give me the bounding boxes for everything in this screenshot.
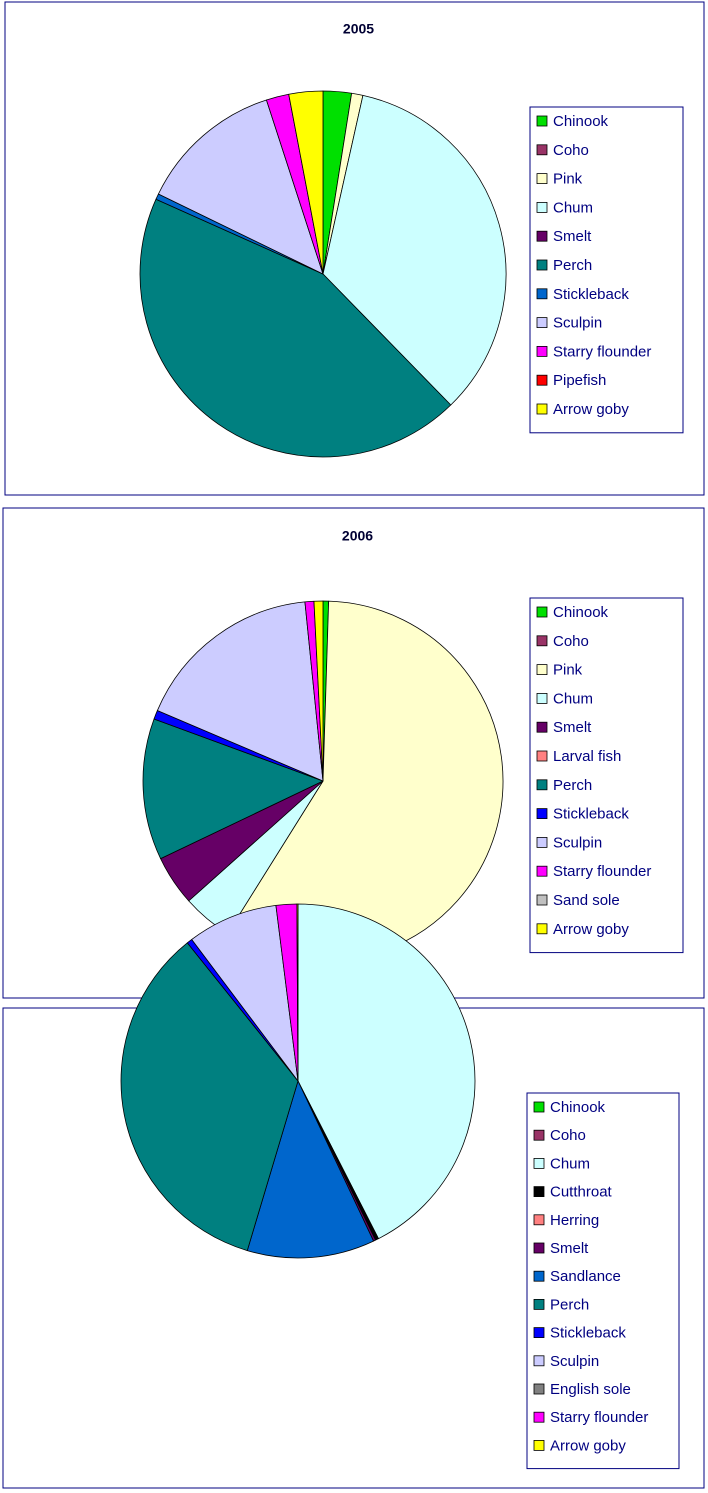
legend-swatch — [533, 1101, 545, 1113]
legend-label: Arrow goby — [550, 1437, 626, 1454]
legend-label: Arrow goby — [553, 401, 629, 418]
legend-swatch — [536, 115, 548, 127]
pie-slice — [288, 90, 324, 275]
legend-label: Coho — [550, 1127, 586, 1144]
legend-label: Sculpin — [550, 1353, 599, 1370]
legend-swatch — [533, 1242, 545, 1254]
legend-swatch — [536, 635, 548, 647]
legend-label: Chum — [553, 690, 593, 707]
legend-swatch — [533, 1440, 545, 1451]
legend-swatch — [533, 1355, 545, 1367]
chart-title: 2005 — [343, 21, 374, 37]
legend-swatch — [533, 1411, 545, 1423]
legend-label: Chinook — [553, 113, 609, 130]
pie-slice — [313, 600, 324, 782]
legend-box — [529, 106, 684, 434]
legend-label: Smelt — [553, 228, 592, 245]
legend-swatch — [533, 1158, 545, 1169]
legend-label: Perch — [553, 777, 592, 794]
legend-swatch — [533, 1270, 545, 1282]
legend-swatch — [533, 1129, 545, 1141]
pie-slice — [296, 903, 299, 1082]
legend-label: Cutthroat — [550, 1184, 613, 1201]
legend-swatch — [536, 721, 548, 733]
pie-slice — [191, 904, 299, 1082]
legend-label: Pipefish — [553, 372, 606, 389]
legend-swatch — [533, 1327, 545, 1338]
chart-title: 2006 — [342, 528, 373, 544]
legend-swatch — [536, 173, 548, 185]
pie-slice — [156, 601, 324, 782]
pie-slice — [139, 198, 452, 458]
legend-label: Starry flounder — [553, 343, 651, 360]
legend-swatch — [536, 779, 548, 791]
legend-label: Chum — [550, 1155, 590, 1172]
legend-swatch — [536, 288, 548, 300]
legend-swatch — [536, 403, 548, 415]
pie-slice — [120, 942, 299, 1251]
legend-label: Stickleback — [553, 286, 629, 303]
legend-label: Pink — [553, 171, 583, 188]
legend-label: Smelt — [550, 1240, 589, 1257]
legend-swatch — [536, 259, 548, 271]
legend-swatch — [536, 606, 548, 618]
pie-slice — [142, 718, 324, 860]
legend-swatch — [536, 894, 548, 906]
legend-swatch — [536, 374, 548, 386]
legend-label: English sole — [550, 1381, 631, 1398]
legend-box — [529, 597, 684, 954]
legend-label: Sandlance — [550, 1268, 621, 1285]
legend-swatch — [533, 1299, 545, 1310]
pie-slice — [322, 95, 507, 406]
legend-label: Pink — [553, 662, 583, 679]
legend-swatch — [536, 808, 548, 819]
legend-label: Larval fish — [553, 748, 621, 765]
legend-swatch — [536, 201, 548, 213]
legend-label: Chinook — [550, 1099, 606, 1116]
legend-swatch — [536, 693, 548, 704]
legend-swatch — [533, 1383, 545, 1395]
legend-label: Arrow goby — [553, 921, 629, 938]
legend-swatch — [536, 837, 548, 848]
legend-swatch — [536, 923, 548, 935]
legend-box — [526, 1092, 680, 1470]
legend-label: Herring — [550, 1212, 599, 1229]
legend-swatch — [536, 317, 548, 329]
legend-label: Chinook — [553, 604, 609, 621]
legend-swatch — [536, 865, 548, 877]
legend-label: Sculpin — [553, 834, 602, 851]
legend-swatch — [536, 750, 548, 762]
legend-label: Chum — [553, 199, 593, 216]
legend-label: Starry flounder — [550, 1409, 648, 1426]
legend-label: Stickleback — [553, 806, 629, 823]
legend-swatch — [536, 230, 548, 242]
legend-label: Perch — [550, 1296, 589, 1313]
pie-slice — [158, 99, 324, 275]
pie-slice — [297, 903, 476, 1240]
legend-label: Smelt — [553, 719, 592, 736]
legend-swatch — [536, 664, 548, 675]
legend-label: Sculpin — [553, 315, 602, 332]
legend-swatch — [536, 345, 548, 357]
legend-label: Perch — [553, 257, 592, 274]
pie-slice — [246, 1080, 374, 1259]
legend-swatch — [533, 1214, 545, 1226]
legend-swatch — [533, 1186, 545, 1197]
legend-label: Coho — [553, 142, 589, 159]
legend-label: Stickleback — [550, 1325, 626, 1342]
legend-label: Coho — [553, 633, 589, 650]
legend-label: Starry flounder — [553, 863, 651, 880]
legend-swatch — [536, 144, 548, 156]
legend-label: Sand sole — [553, 892, 620, 909]
